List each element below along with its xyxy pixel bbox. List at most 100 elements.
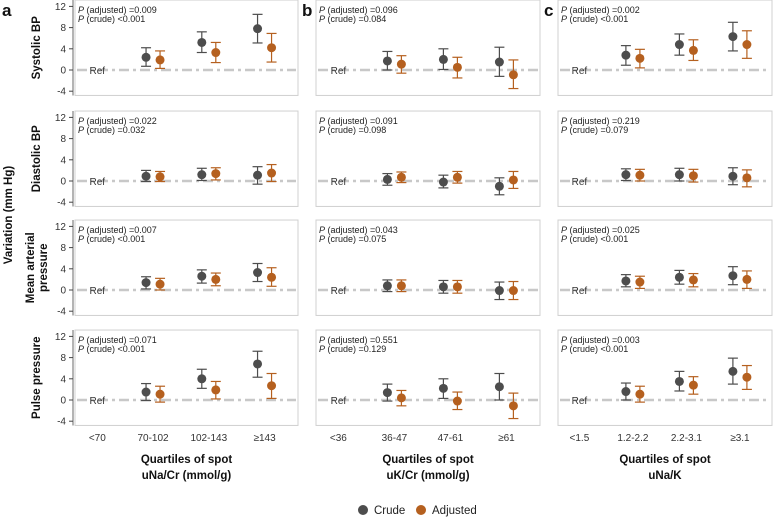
p-crude-text: P (crude) =0.075 <box>319 234 386 244</box>
adjusted-point <box>267 381 277 391</box>
adjusted-point <box>742 372 752 382</box>
adjusted-point <box>635 170 645 180</box>
adjusted-point <box>396 393 406 403</box>
x-tick-label: 70-102 <box>137 433 169 444</box>
p-adjusted-text: P (adjusted) =0.003 <box>561 335 640 345</box>
x-tick-label: 102-143 <box>190 433 227 444</box>
ref-label: Ref <box>331 66 347 77</box>
crude-point <box>382 388 392 398</box>
crude-point <box>382 174 392 184</box>
adjusted-point <box>688 275 698 285</box>
p-crude-text: P (crude) <0.001 <box>561 344 628 354</box>
adjusted-point <box>155 55 165 65</box>
adjusted-point <box>688 380 698 390</box>
panel-frame <box>557 110 773 207</box>
x-axis-title: uNa/K <box>648 470 682 482</box>
crude-point <box>674 40 684 50</box>
y-tick-label: -4 <box>57 417 66 428</box>
x-axis-title: Quartiles of spot <box>141 454 233 466</box>
adjusted-point <box>452 282 462 292</box>
panel-frame <box>74 0 299 96</box>
y-tick-label: 8 <box>60 134 66 145</box>
x-tick-label: ≥61 <box>498 433 515 444</box>
crude-point <box>621 276 631 286</box>
adjusted-point <box>211 385 221 395</box>
crude-point <box>141 171 151 181</box>
crude-point <box>141 387 151 397</box>
panel-letter: a <box>2 1 12 20</box>
crude-point <box>621 50 631 60</box>
legend-marker-crude <box>358 505 368 515</box>
panel-frame <box>315 110 541 207</box>
y-tick-label: 8 <box>60 243 66 254</box>
crude-point <box>382 281 392 291</box>
crude-point <box>728 171 738 181</box>
adjusted-point <box>267 272 277 282</box>
crude-point <box>253 268 263 278</box>
ref-label: Ref <box>90 396 106 407</box>
y-tick-label: -4 <box>57 87 66 98</box>
y-tick-label: 8 <box>60 353 66 364</box>
legend-label-adjusted: Adjusted <box>432 505 477 517</box>
y-axis-title: Variation (mm Hg) <box>3 166 15 265</box>
x-tick-label: ≥3.1 <box>730 433 750 444</box>
p-crude-text: P (crude) =0.098 <box>319 125 386 135</box>
crude-point <box>674 376 684 386</box>
ref-label: Ref <box>331 286 347 297</box>
x-tick-label: <70 <box>89 433 106 444</box>
p-adjusted-text: P (adjusted) =0.022 <box>78 116 157 126</box>
adjusted-point <box>688 45 698 55</box>
p-crude-text: P (crude) =0.079 <box>561 125 628 135</box>
adjusted-point <box>155 279 165 289</box>
crude-point <box>197 170 207 180</box>
adjusted-point <box>635 277 645 287</box>
crude-point <box>253 24 263 34</box>
p-adjusted-text: P (adjusted) =0.025 <box>561 225 640 235</box>
adjusted-point <box>508 175 518 185</box>
row-label: Pulse pressure <box>31 337 43 419</box>
p-adjusted-text: P (adjusted) =0.009 <box>78 5 157 15</box>
adjusted-point <box>635 53 645 63</box>
crude-point <box>494 57 504 67</box>
adjusted-point <box>211 48 221 58</box>
ref-label: Ref <box>331 177 347 188</box>
y-tick-label: 12 <box>55 2 67 13</box>
adjusted-point <box>508 70 518 80</box>
crude-point <box>728 32 738 42</box>
ref-label: Ref <box>331 396 347 407</box>
adjusted-point <box>155 389 165 399</box>
p-adjusted-text: P (adjusted) =0.551 <box>319 335 398 345</box>
crude-point <box>253 359 263 369</box>
y-tick-label: 4 <box>60 44 66 55</box>
x-tick-label: 47-61 <box>438 433 464 444</box>
p-crude-text: P (crude) =0.084 <box>319 14 386 24</box>
adjusted-point <box>267 168 277 178</box>
ref-label: Ref <box>572 286 588 297</box>
crude-point <box>438 282 448 292</box>
crude-point <box>728 271 738 281</box>
y-tick-label: 0 <box>60 396 66 407</box>
adjusted-point <box>452 172 462 182</box>
x-tick-label: 2.2-3.1 <box>671 433 703 444</box>
ref-label: Ref <box>572 396 588 407</box>
panel-frame <box>315 329 541 426</box>
crude-point <box>382 56 392 66</box>
y-tick-label: 12 <box>55 332 67 343</box>
p-adjusted-text: P (adjusted) =0.071 <box>78 335 157 345</box>
y-tick-label: 4 <box>60 155 66 166</box>
panel-letter: b <box>302 1 312 20</box>
y-tick-label: -4 <box>57 198 66 209</box>
ref-label: Ref <box>90 286 106 297</box>
panel-frame <box>557 219 773 316</box>
crude-point <box>494 382 504 392</box>
x-axis-title: uK/Cr (mmol/g) <box>386 470 469 482</box>
adjusted-point <box>688 171 698 181</box>
adjusted-point <box>508 286 518 296</box>
p-adjusted-text: P (adjusted) =0.096 <box>319 5 398 15</box>
crude-point <box>438 383 448 393</box>
adjusted-point <box>742 274 752 284</box>
panel-frame <box>557 0 773 96</box>
panel-frame <box>557 329 773 426</box>
adjusted-point <box>635 389 645 399</box>
